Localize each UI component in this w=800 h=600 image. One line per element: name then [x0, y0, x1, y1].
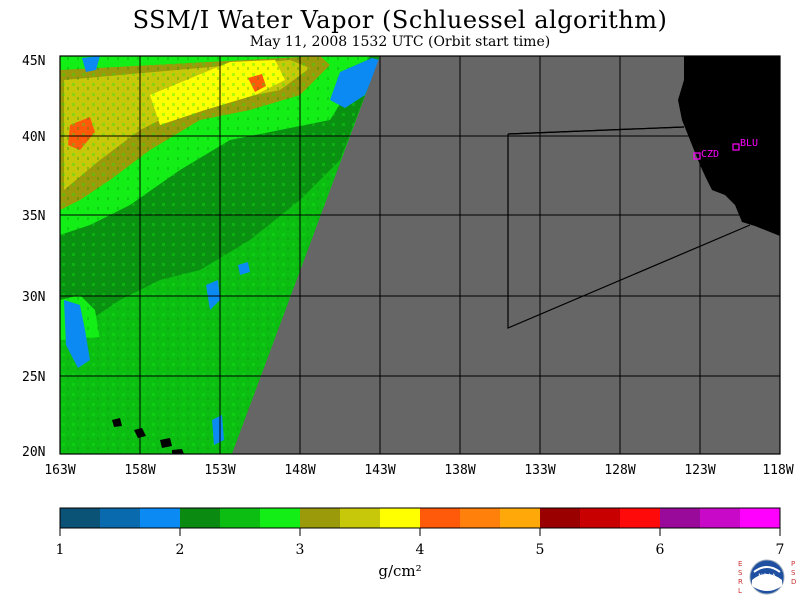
colorbar-tick-label: 6 [656, 542, 665, 558]
station-blu-marker [732, 143, 740, 151]
lon-label: 128W [604, 463, 635, 478]
colorbar-swatch [60, 508, 101, 528]
colorbar-swatch [660, 508, 701, 528]
colorbar-swatch [500, 508, 541, 528]
svg-text:S: S [791, 569, 796, 577]
colorbar-ticks [59, 528, 781, 536]
station-czd-label: CZD [701, 149, 719, 160]
land-west-coast [678, 56, 780, 236]
colorbar-swatch [100, 508, 141, 528]
lon-label: 133W [524, 463, 555, 478]
colorbar-swatch [140, 508, 181, 528]
map-plot-area: CZD BLU [60, 56, 780, 454]
colorbar-unit-label: g/cm² [378, 562, 422, 580]
colorbar [60, 508, 781, 528]
station-czd-marker [693, 152, 701, 160]
lat-label: 40N [22, 130, 45, 145]
colorbar-swatch [580, 508, 621, 528]
colorbar-swatch [180, 508, 221, 528]
lat-label: 20N [22, 445, 45, 460]
latitude-labels: 45N 40N 35N 30N 25N 20N [22, 54, 45, 460]
lon-label: 153W [204, 463, 235, 478]
graticule [60, 56, 780, 454]
colorbar-tick-label: 7 [776, 542, 785, 558]
colorbar-tick-label: 1 [56, 542, 65, 558]
colorbar-tick-labels: 1 2 3 4 5 6 7 [56, 542, 785, 558]
map-subtitle: May 11, 2008 1532 UTC (Orbit start time) [249, 34, 551, 50]
data-swath [60, 56, 420, 454]
noaa-esrl-psd-logo: E S R L NOAA P S D [736, 556, 798, 598]
colorbar-swatch [620, 508, 661, 528]
svg-text:D: D [791, 578, 796, 586]
colorbar-swatch [460, 508, 501, 528]
colorbar-tick-label: 3 [296, 542, 305, 558]
lat-label: 30N [22, 290, 45, 305]
map-title: SSM/I Water Vapor (Schluessel algorithm) [132, 6, 668, 34]
lon-label: 148W [284, 463, 315, 478]
lat-label: 45N [22, 54, 45, 69]
lon-label: 163W [44, 463, 75, 478]
colorbar-swatch [340, 508, 381, 528]
lat-label: 35N [22, 209, 45, 224]
colorbar-tick-label: 5 [536, 542, 545, 558]
svg-text:S: S [738, 569, 743, 577]
lon-label: 143W [364, 463, 395, 478]
svg-text:NOAA: NOAA [758, 573, 776, 580]
lon-label: 158W [124, 463, 155, 478]
longitude-labels: 163W 158W 153W 148W 143W 138W 133W 128W … [44, 463, 793, 478]
svg-text:L: L [738, 587, 742, 595]
station-blu-label: BLU [740, 138, 758, 149]
colorbar-swatch [300, 508, 341, 528]
lat-label: 25N [22, 370, 45, 385]
colorbar-swatch [220, 508, 261, 528]
svg-text:P: P [791, 560, 795, 568]
logo-esrl-e: E [738, 560, 742, 568]
colorbar-swatch [380, 508, 421, 528]
colorbar-swatch [700, 508, 741, 528]
colorbar-swatch [420, 508, 461, 528]
lon-label: 118W [762, 463, 793, 478]
colorbar-tick-label: 4 [416, 542, 425, 558]
colorbar-swatch [740, 508, 781, 528]
station-markers: CZD BLU [693, 138, 758, 160]
map-frame [59, 55, 781, 455]
lon-label: 138W [444, 463, 475, 478]
colorbar-swatch [540, 508, 581, 528]
svg-text:R: R [738, 578, 743, 586]
lon-label: 123W [684, 463, 715, 478]
colorbar-tick-label: 2 [176, 542, 185, 558]
colorbar-swatch [260, 508, 301, 528]
